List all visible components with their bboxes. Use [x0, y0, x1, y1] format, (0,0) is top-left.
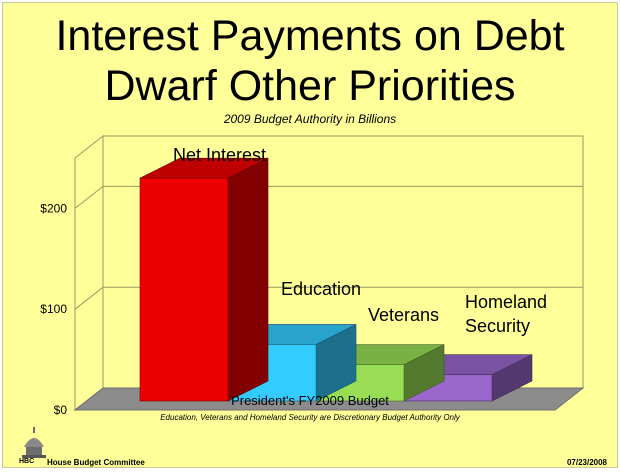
x-axis-caption: President's FY2009 Budget [231, 393, 389, 408]
chart-title: Interest Payments on Debt Dwarf Other Pr… [3, 11, 617, 111]
y-tick-label: $100 [40, 302, 67, 316]
chart-title-line-1: Interest Payments on Debt [55, 12, 565, 60]
bar-label: Education [281, 279, 361, 299]
gridline [74, 286, 583, 310]
y-tick-label: $0 [54, 403, 68, 417]
chart-side-wall [74, 134, 104, 412]
chart-title-line-2: Dwarf Other Priorities [104, 62, 516, 110]
bar-label: Veterans [368, 305, 439, 325]
bar-side [227, 157, 269, 402]
footnote: Education, Veterans and Homeland Securit… [160, 413, 460, 422]
chart-subtitle: 2009 Budget Authority in Billions [223, 112, 397, 126]
capitol-dome-logo: HBC [19, 427, 46, 465]
y-tick-label: $200 [40, 201, 67, 215]
bar-label: Net Interest [173, 145, 266, 165]
bar-label: Security [465, 316, 530, 336]
bar-label: Homeland [465, 292, 547, 312]
org-abbreviation: HBC [19, 458, 34, 465]
bar [139, 177, 229, 402]
bar-chart: $0 $100 $200 Net Interest Education Veterans H… [40, 134, 585, 417]
org-name: House Budget Committee [47, 458, 145, 467]
date-stamp: 07/23/2008 [566, 458, 607, 467]
gridline [74, 185, 583, 209]
